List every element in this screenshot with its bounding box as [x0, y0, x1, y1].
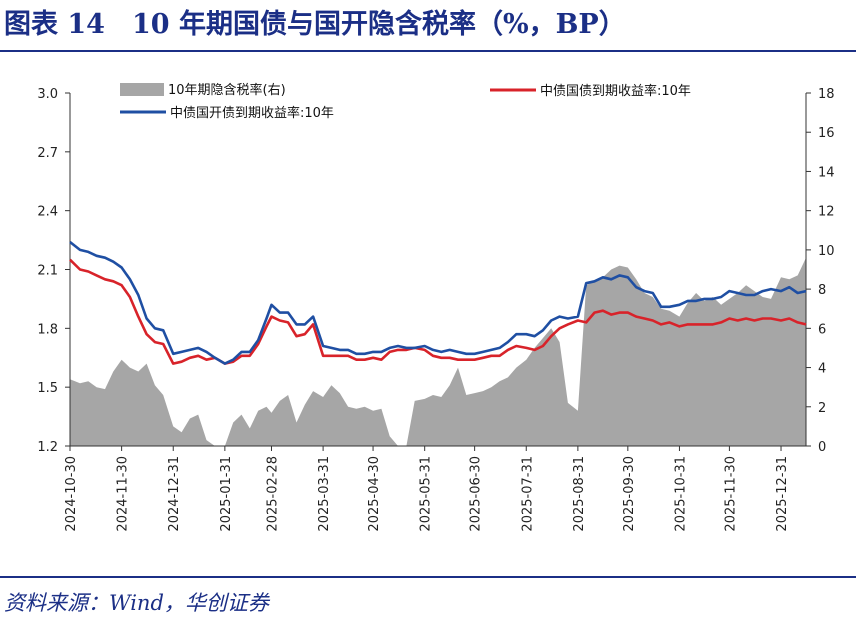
- figure-title: 图表 14 10 年期国债与国开隐含税率（%，BP）: [4, 9, 626, 40]
- y-right-tick-label: 2: [818, 401, 826, 416]
- area-layer: [70, 257, 806, 446]
- series-area-implied-tax: [70, 257, 806, 446]
- y-right-tick-label: 18: [818, 87, 835, 102]
- y-left-tick-label: 2.4: [37, 205, 58, 220]
- x-tick-label: 2025-07-31: [520, 456, 535, 532]
- y-left-tick-label: 3.0: [37, 87, 58, 102]
- y-right-tick-label: 0: [818, 440, 826, 455]
- y-left-tick-label: 1.2: [37, 440, 58, 455]
- y-right-tick-label: 16: [818, 126, 835, 141]
- x-tick-label: 2025-04-30: [367, 456, 382, 532]
- y-right-tick-label: 4: [818, 362, 826, 377]
- x-tick-label: 2025-02-28: [265, 456, 280, 532]
- chart: 1.2 1.5 1.8 2.1 2.4 2.7 3.0 0 2 4 6 8 10 12 14 16 18 2024…: [37, 82, 834, 532]
- title-rule: [0, 50, 856, 52]
- x-tick-label: 2025-06-30: [469, 456, 484, 532]
- series-line-2: [69, 240, 807, 365]
- x-tick-label: 2025-05-31: [419, 456, 434, 532]
- legend-label-cdb: 中债国开债到期收益率:10年: [170, 105, 334, 121]
- y-left-tick-label: 2.7: [37, 146, 58, 161]
- y-left-tick-label: 1.5: [37, 381, 58, 396]
- y-left-tick-label: 1.8: [37, 322, 58, 337]
- x-tick-label: 2025-08-31: [572, 456, 587, 532]
- source-note: 资料来源：Wind，华创证券: [4, 591, 269, 615]
- x-tick-label: 2025-11-30: [723, 456, 738, 532]
- x-tick-label: 2025-03-31: [317, 456, 332, 532]
- y-right-tick-label: 8: [818, 283, 826, 298]
- legend-label-area: 10年期隐含税率(右): [168, 82, 286, 98]
- x-tick-label: 2025-01-31: [219, 456, 234, 532]
- x-tick-label: 2025-09-30: [622, 456, 637, 532]
- y-right-tick-label: 14: [818, 165, 835, 180]
- legend-swatch-area: [120, 83, 164, 96]
- y-left-tick-label: 2.1: [37, 264, 58, 279]
- x-tick-label: 2025-12-31: [775, 456, 790, 532]
- legend-label-govt: 中债国债到期收益率:10年: [540, 83, 691, 99]
- y-right-tick-label: 10: [818, 244, 835, 259]
- source-rule: [0, 576, 856, 578]
- y-right-tick-label: 6: [818, 322, 826, 337]
- y-right-tick-label: 12: [818, 205, 835, 220]
- ticks-layer: 1.2 1.5 1.8 2.1 2.4 2.7 3.0 0 2 4 6 8 10 12 14 16 18 2024…: [37, 87, 834, 532]
- x-tick-label: 2024-10-30: [64, 456, 79, 532]
- lines-layer: [69, 240, 807, 365]
- x-tick-label: 2024-11-30: [116, 456, 131, 532]
- x-tick-label: 2024-12-31: [167, 456, 182, 532]
- series-line-1: [69, 258, 807, 365]
- x-tick-label: 2025-10-31: [673, 456, 688, 532]
